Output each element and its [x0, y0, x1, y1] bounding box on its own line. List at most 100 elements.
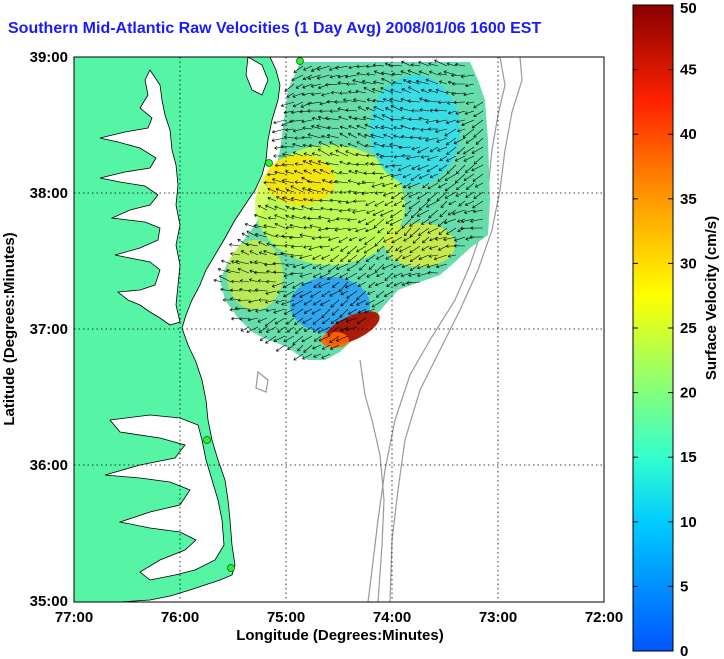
velocity-arrow	[263, 231, 277, 238]
velocity-arrow	[329, 335, 340, 343]
velocity-arrow	[213, 278, 223, 283]
velocity-arrow	[472, 200, 484, 209]
velocity-arrow	[322, 179, 331, 184]
velocity-arrow	[289, 224, 304, 229]
velocity-arrow	[417, 263, 430, 270]
velocity-arrow	[301, 119, 313, 124]
velocity-arrow	[438, 164, 448, 171]
bathymetry-contours	[255, 57, 523, 602]
velocity-arrow	[290, 197, 304, 202]
colorbar-tick-label: 15	[680, 449, 697, 466]
velocity-arrow	[348, 308, 358, 315]
velocity-arrow	[444, 173, 457, 181]
velocity-arrow	[379, 173, 394, 180]
velocity-arrow	[277, 326, 286, 333]
velocity-arrow	[222, 298, 232, 302]
velocity-arrow	[436, 137, 448, 143]
velocity-arrow	[281, 179, 295, 184]
velocity-arrow	[274, 222, 286, 229]
velocity-arrow	[448, 200, 457, 206]
velocity-arrow	[401, 154, 412, 158]
radar-site-2	[265, 159, 273, 167]
x-tick-label: 77:00	[55, 609, 93, 626]
velocity-arrow	[418, 116, 430, 121]
velocity-arrow	[292, 206, 304, 211]
velocity-arrow	[321, 353, 331, 359]
velocity-arrow	[365, 227, 376, 233]
velocity-arrow	[410, 173, 421, 181]
velocity-arrow	[419, 108, 430, 112]
velocity-arrow	[275, 299, 286, 304]
velocity-arrow	[474, 182, 484, 188]
velocity-arrow	[264, 317, 277, 327]
velocity-arrow	[292, 290, 304, 298]
velocity-arrow	[372, 98, 385, 103]
velocity-arrow	[237, 267, 250, 274]
velocity-arrow	[427, 155, 439, 161]
y-tick-label: 37:00	[30, 321, 68, 338]
velocity-arrow	[434, 108, 448, 113]
velocity-arrow	[403, 236, 412, 242]
velocity-arrow	[444, 182, 457, 192]
velocity-arrow	[282, 152, 295, 157]
velocity-arrow	[264, 299, 277, 304]
velocity-arrow	[338, 171, 349, 175]
velocity-arrow	[366, 153, 376, 158]
velocity-arrow	[217, 267, 232, 274]
velocity-arrow	[339, 272, 349, 279]
velocity-arrow	[329, 290, 340, 297]
velocity-arrow	[302, 74, 313, 81]
velocity-arrow	[422, 236, 430, 244]
velocity-arrow	[320, 299, 331, 306]
velocity-arrow	[377, 227, 385, 234]
velocity-arrow	[281, 162, 295, 167]
velocity-arrow	[311, 92, 322, 96]
velocity-arrow	[446, 62, 457, 67]
velocity-arrow	[382, 191, 394, 197]
velocity-arrow	[340, 290, 349, 296]
velocity-arrow	[345, 272, 358, 280]
velocity-arrow	[438, 245, 448, 251]
velocity-arrow	[422, 182, 430, 189]
velocity-arrow	[301, 92, 313, 97]
velocity-arrow	[417, 146, 430, 154]
velocity-arrow	[308, 245, 322, 251]
velocity-arrow	[332, 308, 340, 316]
velocity-arrow	[428, 89, 439, 94]
velocity-arrow	[470, 226, 484, 230]
velocity-arrow	[429, 173, 439, 179]
velocity-arrow	[455, 191, 466, 197]
velocity-arrow	[383, 236, 394, 243]
velocity-arrow	[443, 218, 457, 225]
velocity-arrow	[400, 272, 412, 278]
velocity-arrow	[373, 106, 385, 112]
velocity-arrow	[428, 127, 439, 131]
velocity-arrow	[264, 262, 277, 267]
velocity-arrow	[330, 299, 340, 308]
velocity-arrow	[372, 209, 385, 216]
velocity-arrow	[290, 245, 304, 249]
velocity-arrow	[434, 236, 448, 241]
velocity-arrow	[326, 134, 340, 139]
velocity-arrow	[327, 126, 340, 130]
radar-site-3	[203, 436, 211, 444]
velocity-arrow	[274, 205, 286, 211]
velocity-arrow	[292, 101, 304, 108]
velocity-arrow	[229, 307, 241, 312]
velocity-arrow	[321, 254, 331, 260]
velocity-arrow	[292, 281, 304, 289]
velocity-arrow	[445, 137, 457, 146]
velocity-arrow	[226, 268, 241, 274]
velocity-arrow	[355, 89, 367, 94]
velocity-arrow	[325, 226, 340, 231]
colorbar-tick-label: 10	[680, 514, 697, 531]
velocity-arrow	[329, 207, 340, 212]
coverage-low-speed	[370, 75, 460, 185]
velocity-arrow	[437, 218, 448, 227]
velocity-arrow	[285, 225, 295, 230]
velocity-arrow	[381, 77, 394, 85]
velocity-arrow	[345, 281, 358, 289]
velocity-arrow	[321, 290, 331, 297]
velocity-arrow	[446, 155, 457, 162]
velocity-arrow	[309, 207, 322, 211]
